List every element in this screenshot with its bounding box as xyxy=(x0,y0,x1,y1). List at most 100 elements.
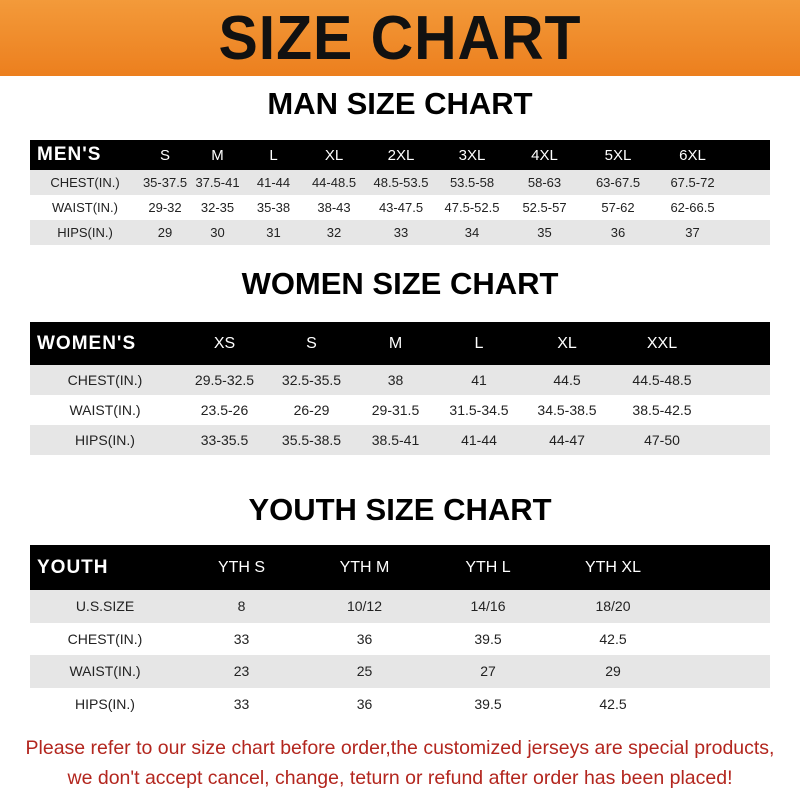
cell: 3XL xyxy=(458,146,486,164)
cell: M xyxy=(388,334,403,352)
cell: 35-37.5 xyxy=(142,175,188,190)
table-row: CHEST(IN.) 29.5-32.5 32.5-35.5 38 41 44.5 44.5… xyxy=(30,365,770,395)
cell: 23 xyxy=(233,663,250,680)
table-row: WAIST(IN.) 29-32 32-35 35-38 38-43 43-47.5 47.… xyxy=(30,195,770,220)
row-label: MEN'S xyxy=(37,144,102,165)
cell: 29 xyxy=(157,225,173,240)
cell: 47.5-52.5 xyxy=(444,200,500,215)
cell: S xyxy=(306,334,317,352)
cell: YTH XL xyxy=(584,558,641,576)
cell: 37.5-41 xyxy=(195,175,240,190)
cell: 5XL xyxy=(604,146,632,164)
cell: YTH S xyxy=(217,558,266,576)
cell: 33 xyxy=(233,695,250,712)
cell: 2XL xyxy=(387,146,415,164)
cell: 42.5 xyxy=(599,695,627,712)
cell: 26-29 xyxy=(293,402,330,418)
cell: 39.5 xyxy=(474,695,502,712)
cell: 31 xyxy=(266,225,281,240)
cell: 4XL xyxy=(531,146,558,164)
cell: 35-38 xyxy=(256,200,291,215)
cell: 32 xyxy=(326,225,342,240)
cell: 32-35 xyxy=(200,200,235,215)
cell: XL xyxy=(557,334,577,352)
youth-section-title: YOUTH SIZE CHART xyxy=(248,492,552,527)
cell: 33 xyxy=(393,225,409,240)
men-section-title: MAN SIZE CHART xyxy=(267,86,533,121)
cell: XL xyxy=(324,146,344,164)
table-row: HIPS(IN.) 29 30 31 32 33 34 35 36 37 xyxy=(30,220,770,245)
banner-title: SIZE CHART xyxy=(218,3,582,73)
cell: 33 xyxy=(233,630,250,647)
cell: 30 xyxy=(210,225,225,240)
cell: 38.5-41 xyxy=(371,432,420,448)
cell: 67.5-72 xyxy=(670,175,715,190)
cell: 31.5-34.5 xyxy=(449,402,509,418)
cell: 41 xyxy=(471,372,487,388)
table-header: MEN'S S M L XL 2XL 3XL 4XL 5XL 6XL xyxy=(30,140,770,170)
table-header: WOMEN'S XS S M L XL XXL xyxy=(30,322,770,365)
men-size-table: MEN'S S M L XL 2XL 3XL 4XL 5XL 6XL CHEST(IN.) 35-37… xyxy=(30,140,770,245)
cell: 44.5 xyxy=(553,372,581,388)
table-header: YOUTH YTH S YTH M YTH L YTH XL xyxy=(30,545,770,590)
row-label: U.S.SIZE xyxy=(75,598,135,615)
cell: 36 xyxy=(610,225,626,240)
table-row: CHEST(IN.) 33 36 39.5 42.5 xyxy=(30,623,770,656)
cell: 63-67.5 xyxy=(595,175,641,190)
table-row: HIPS(IN.) 33 36 39.5 42.5 xyxy=(30,688,770,721)
row-label: WAIST(IN.) xyxy=(52,200,118,215)
cell: 29-32 xyxy=(148,200,182,215)
row-label: WAIST(IN.) xyxy=(69,402,141,418)
table-row: WAIST(IN.) 23 25 27 29 xyxy=(30,655,770,688)
row-label: HIPS(IN.) xyxy=(75,695,135,712)
cell: 6XL xyxy=(679,146,706,164)
cell: 23.5-26 xyxy=(200,402,249,418)
cell: 10/12 xyxy=(346,598,383,615)
cell: 41-44 xyxy=(461,432,497,448)
cell: 29 xyxy=(605,663,621,680)
cell: 35 xyxy=(537,225,552,240)
order-note-line-1: Please refer to our size chart before or… xyxy=(25,737,775,759)
row-label: HIPS(IN.) xyxy=(75,432,135,448)
order-note-line-2: we don't accept cancel, change, teturn o… xyxy=(67,767,733,789)
cell: XS xyxy=(213,334,236,352)
cell: 38-43 xyxy=(317,200,351,215)
cell: 33-35.5 xyxy=(200,432,249,448)
cell: YTH M xyxy=(339,558,390,576)
cell: S xyxy=(159,146,170,164)
cell: XXL xyxy=(646,334,678,352)
cell: 52.5-57 xyxy=(522,200,567,215)
row-label: HIPS(IN.) xyxy=(57,225,113,240)
row-label: YOUTH xyxy=(37,556,109,578)
cell: 32.5-35.5 xyxy=(281,372,342,388)
cell: 14/16 xyxy=(470,598,506,615)
row-label: CHEST(IN.) xyxy=(67,630,143,647)
cell: 37 xyxy=(685,225,700,240)
row-label: CHEST(IN.) xyxy=(67,372,143,388)
cell: 34 xyxy=(464,225,480,240)
cell: 29-31.5 xyxy=(371,402,420,418)
table-row: CHEST(IN.) 35-37.5 37.5-41 41-44 44-48.5 48.5… xyxy=(30,170,770,195)
row-label: WOMEN'S xyxy=(37,332,137,354)
cell: 39.5 xyxy=(474,630,502,647)
cell: 18/20 xyxy=(595,598,631,615)
cell: 29.5-32.5 xyxy=(194,372,255,388)
table-row: U.S.SIZE 8 10/12 14/16 18/20 xyxy=(30,590,770,623)
cell: 44.5-48.5 xyxy=(632,372,692,388)
cell: YTH L xyxy=(465,558,511,576)
cell: 44-48.5 xyxy=(311,175,357,190)
cell: 8 xyxy=(237,598,246,615)
women-section-title: WOMEN SIZE CHART xyxy=(241,266,559,301)
cell: 36 xyxy=(356,695,373,712)
row-label: WAIST(IN.) xyxy=(69,663,141,680)
cell: 42.5 xyxy=(599,630,627,647)
cell: 35.5-38.5 xyxy=(281,432,342,448)
cell: 58-63 xyxy=(527,175,562,190)
cell: 48.5-53.5 xyxy=(373,175,429,190)
cell: L xyxy=(269,146,278,164)
table-row: HIPS(IN.) 33-35.5 35.5-38.5 38.5-41 41-44 44-… xyxy=(30,425,770,455)
cell: 27 xyxy=(480,663,496,680)
cell: 36 xyxy=(356,630,373,647)
youth-size-table: YOUTH YTH S YTH M YTH L YTH XL U.S.SIZE 8 10/12… xyxy=(30,545,770,720)
cell: 38 xyxy=(387,372,404,388)
